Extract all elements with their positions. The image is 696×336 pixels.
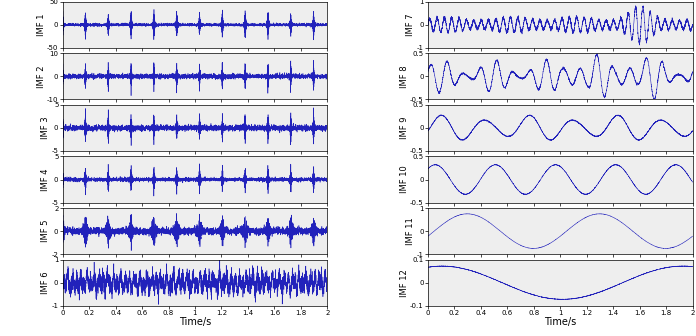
X-axis label: Time/s: Time/s	[179, 317, 211, 327]
Y-axis label: IMF 4: IMF 4	[41, 168, 50, 191]
Y-axis label: IMF 3: IMF 3	[41, 117, 50, 139]
X-axis label: Time/s: Time/s	[544, 317, 576, 327]
Y-axis label: IMF 9: IMF 9	[400, 117, 409, 139]
Y-axis label: IMF 11: IMF 11	[406, 217, 416, 245]
Y-axis label: IMF 1: IMF 1	[37, 13, 46, 36]
Y-axis label: IMF 7: IMF 7	[406, 13, 416, 36]
Y-axis label: IMF 5: IMF 5	[41, 220, 50, 242]
Y-axis label: IMF 6: IMF 6	[41, 271, 50, 294]
Y-axis label: IMF 10: IMF 10	[400, 166, 409, 194]
Y-axis label: IMF 8: IMF 8	[400, 65, 409, 88]
Y-axis label: IMF 2: IMF 2	[37, 65, 45, 88]
Y-axis label: IMF 12: IMF 12	[400, 269, 409, 297]
